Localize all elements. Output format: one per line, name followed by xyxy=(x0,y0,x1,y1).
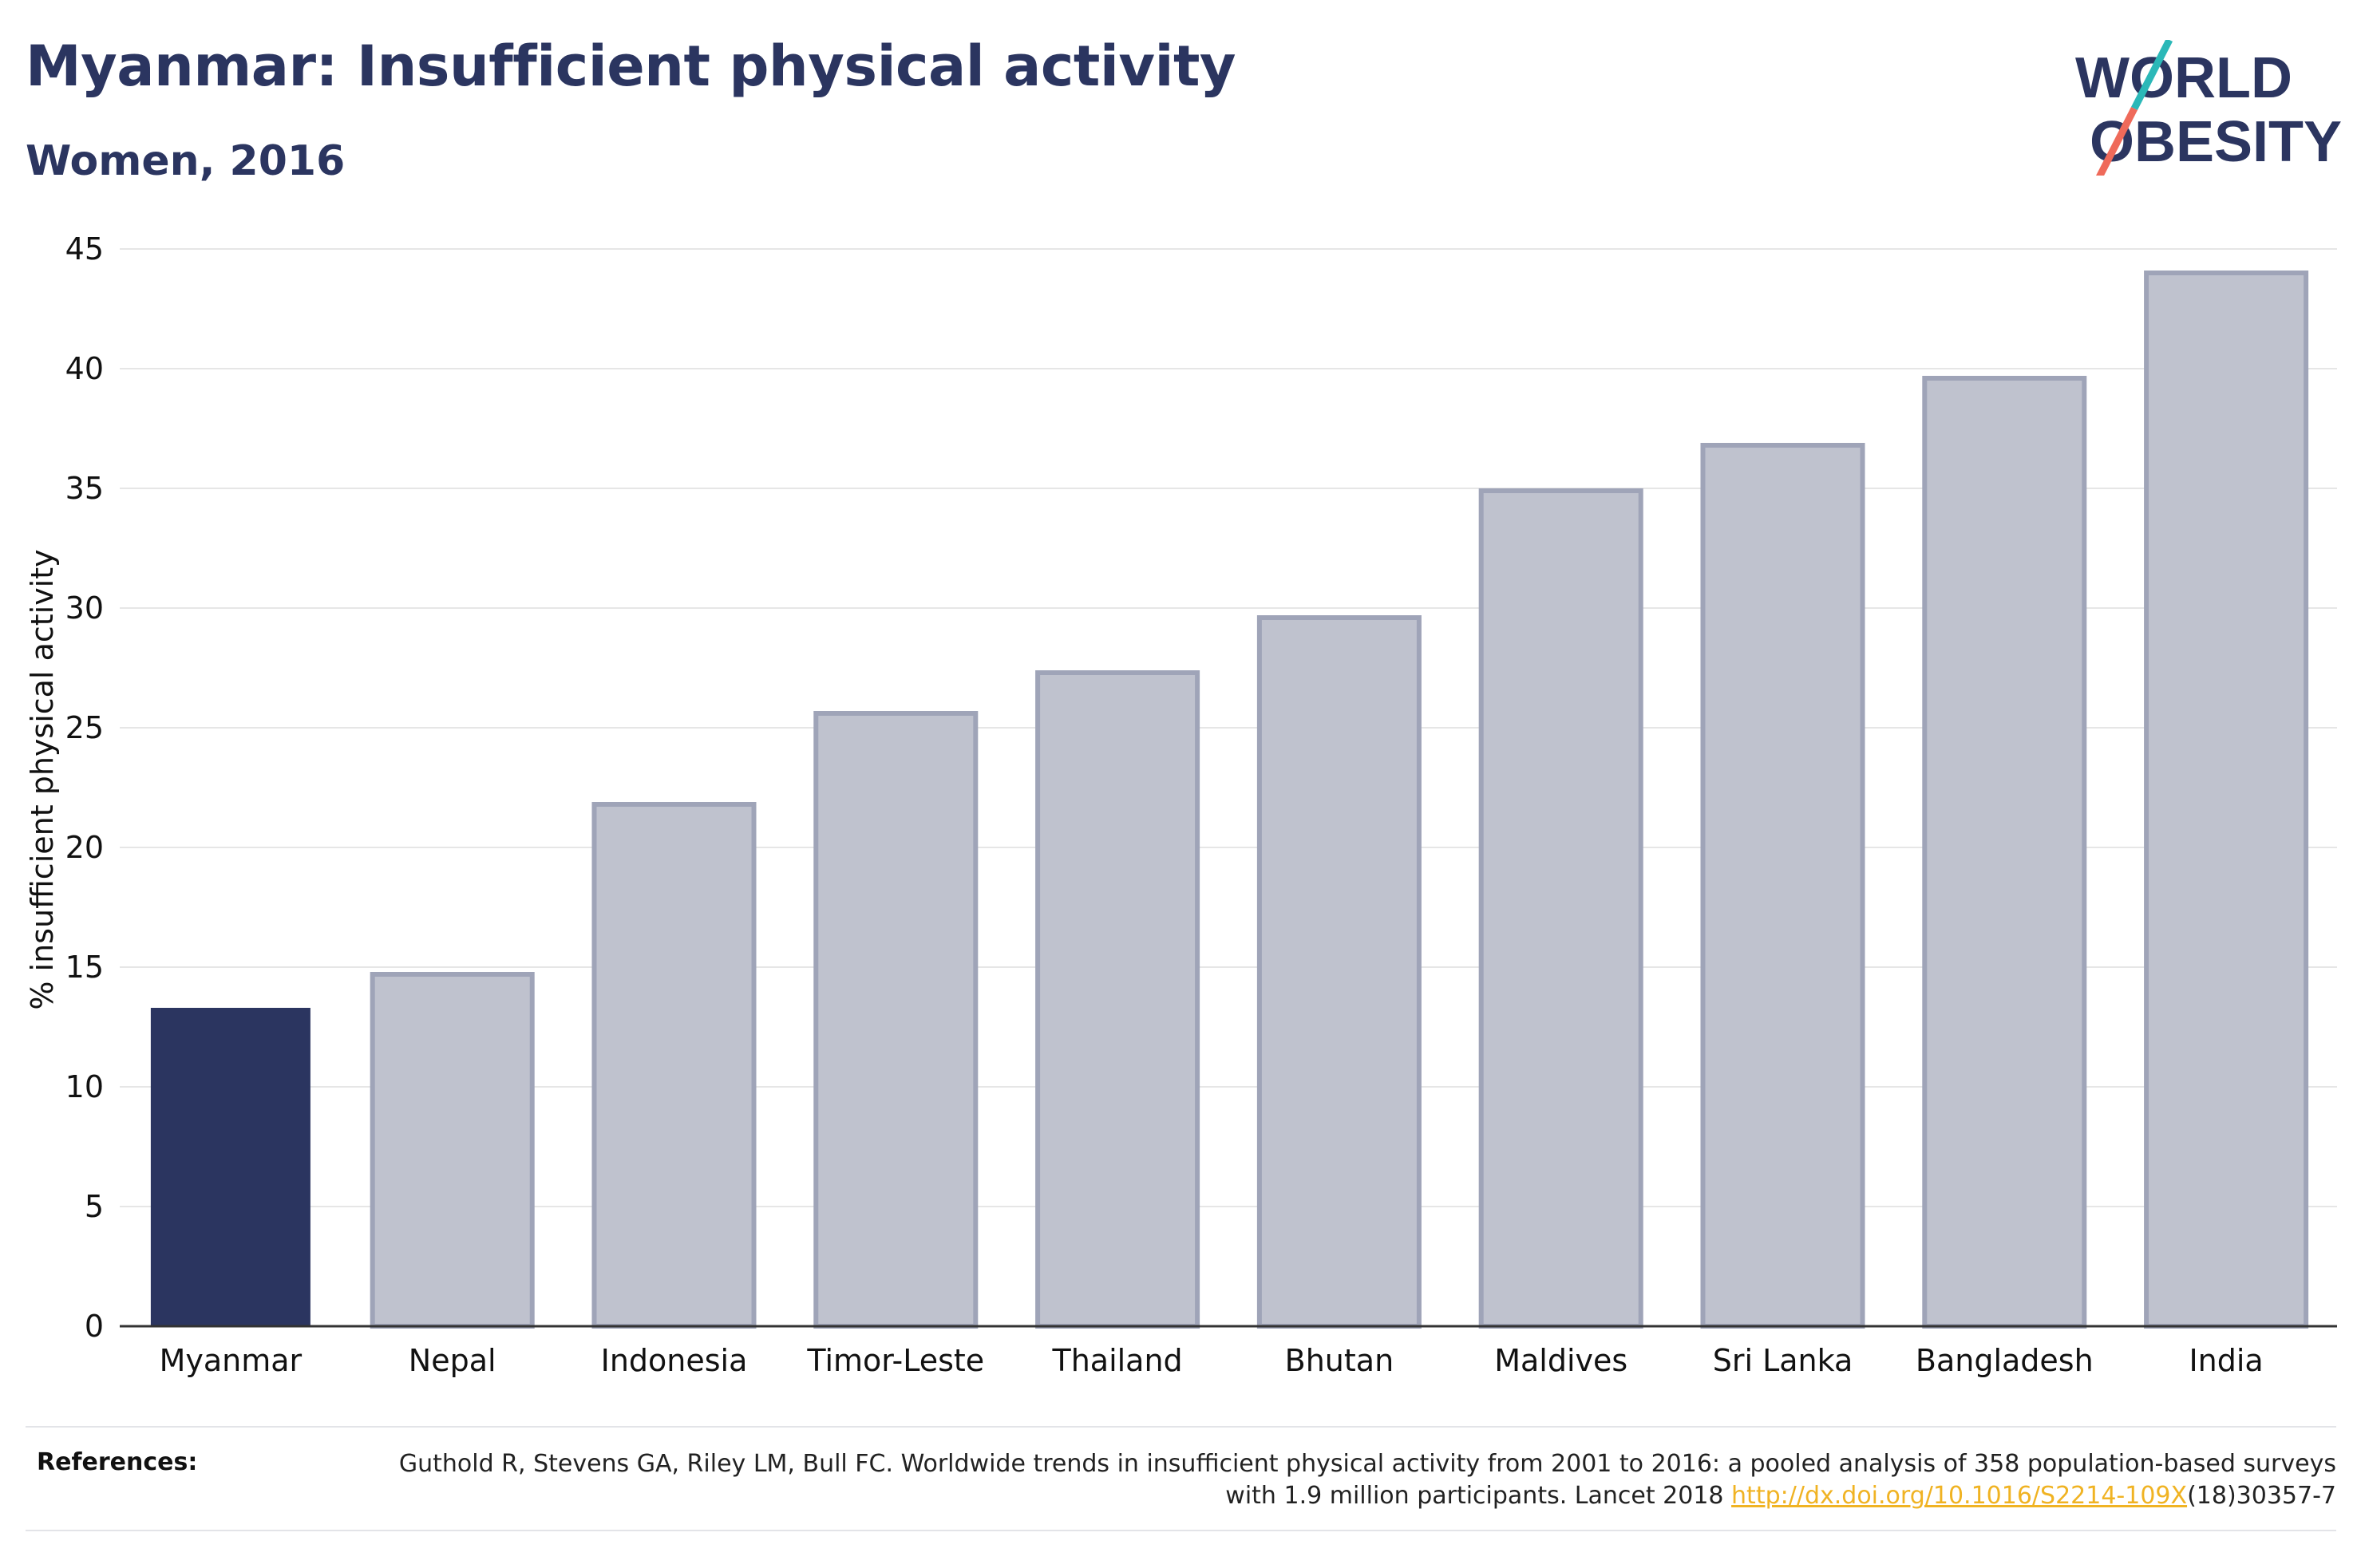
bar-nepal xyxy=(370,972,535,1329)
x-tick-label: Myanmar xyxy=(160,1343,303,1378)
y-tick-label: 20 xyxy=(65,830,104,865)
y-tick-label: 35 xyxy=(65,471,104,506)
reference-citation: Guthold R, Stevens GA, Riley LM, Bull FC… xyxy=(398,1450,2336,1510)
bar-india xyxy=(2144,271,2309,1329)
bars xyxy=(150,271,2309,1329)
logo-line1: WORLD xyxy=(2075,46,2292,110)
bar-sri-lanka xyxy=(1700,443,1865,1329)
logo-slash-teal xyxy=(2130,40,2173,111)
bar-bangladesh xyxy=(1922,376,2087,1329)
y-tick-label: 40 xyxy=(65,351,104,386)
chart-subtitle: Women, 2016 xyxy=(26,137,346,185)
y-axis-label: % insufficient physical activity xyxy=(25,549,60,1009)
bar-myanmar xyxy=(150,1008,310,1326)
bar-bhutan xyxy=(1256,615,1422,1329)
chart-title: Myanmar: Insufficient physical activity xyxy=(26,34,1236,99)
x-tick-label: India xyxy=(2189,1343,2263,1378)
references-text: Guthold R, Stevens GA, Riley LM, Bull FC… xyxy=(341,1448,2336,1512)
y-tick-label: 25 xyxy=(65,710,104,745)
x-tick-label: Thailand xyxy=(1051,1343,1182,1378)
bar-chart: 0 5 10 15 20 25 30 35 40 45 Myanmar Nepal Indonesia… xyxy=(25,231,2337,1378)
x-tick-label: Sri Lanka xyxy=(1713,1343,1853,1378)
y-tick-label: 30 xyxy=(65,590,104,626)
x-tick-label: Nepal xyxy=(409,1343,496,1378)
y-tick-labels: 0 5 10 15 20 25 30 35 40 45 xyxy=(65,231,104,1344)
reference-doi-link[interactable]: http://dx.doi.org/10.1016/S2214-109X xyxy=(1731,1482,2188,1510)
y-tick-label: 15 xyxy=(65,950,104,985)
bar-thailand xyxy=(1035,670,1200,1329)
references-label: References: xyxy=(37,1448,198,1476)
y-tick-label: 5 xyxy=(85,1189,104,1224)
x-tick-labels: Myanmar Nepal Indonesia Timor-Leste Thailand… xyxy=(160,1343,2264,1378)
reference-doi-suffix: (18)30357-7 xyxy=(2187,1482,2336,1510)
references-box: References: Guthold R, Stevens GA, Riley… xyxy=(26,1426,2336,1531)
x-tick-label: Indonesia xyxy=(601,1343,748,1378)
x-tick-label: Timor-Leste xyxy=(806,1343,984,1378)
world-obesity-logo: WORLD OBESITY xyxy=(2075,40,2342,176)
bar-timor-leste xyxy=(813,711,979,1329)
y-tick-label: 0 xyxy=(85,1309,104,1344)
bar-maldives xyxy=(1478,488,1643,1329)
y-tick-label: 45 xyxy=(65,231,104,267)
y-tick-label: 10 xyxy=(65,1069,104,1104)
logo-slash-coral xyxy=(2095,106,2138,176)
x-tick-label: Bangladesh xyxy=(1916,1343,2094,1378)
x-tick-label: Maldives xyxy=(1494,1343,1627,1378)
x-tick-label: Bhutan xyxy=(1285,1343,1394,1378)
bar-indonesia xyxy=(591,802,757,1329)
